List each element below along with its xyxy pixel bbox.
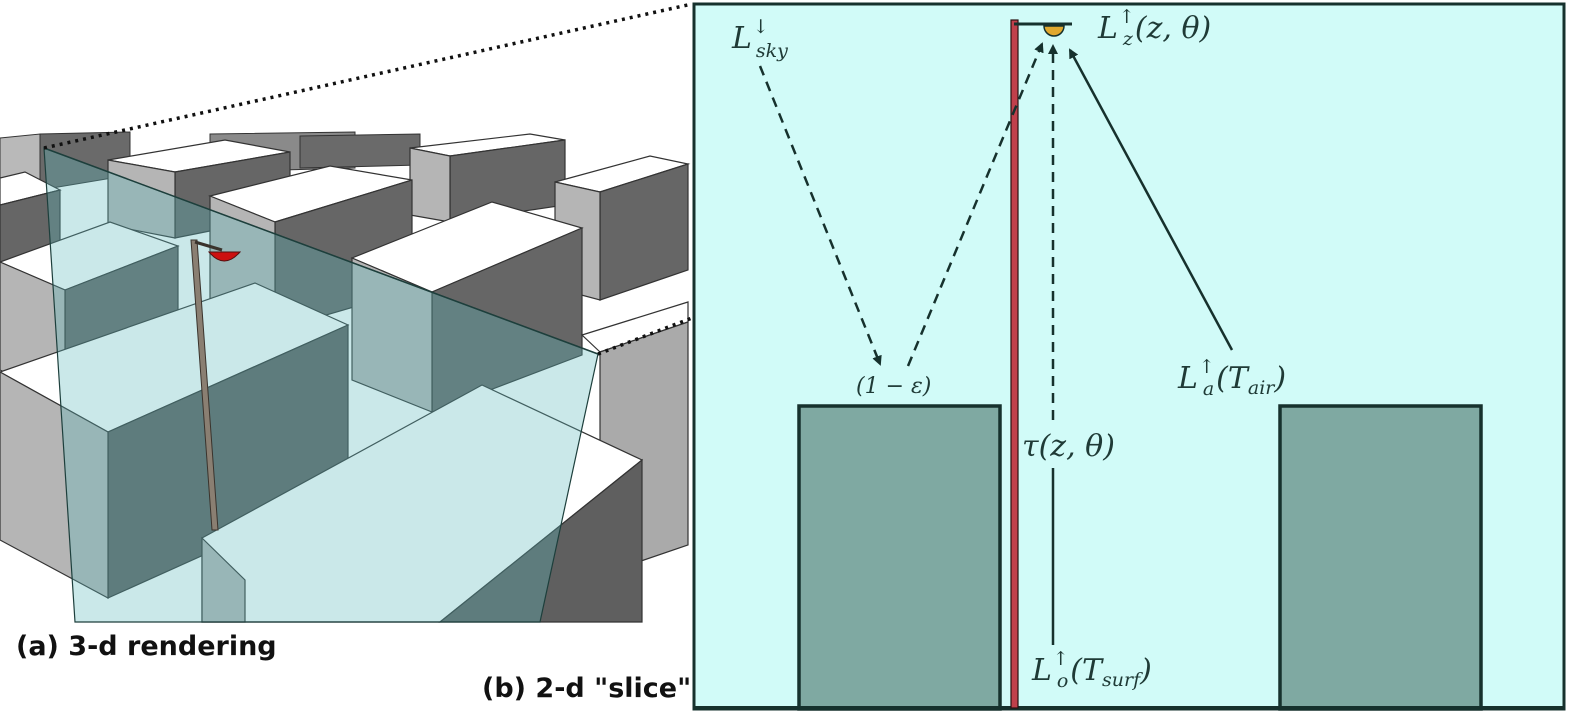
building-right bbox=[1278, 404, 1483, 711]
building-left bbox=[797, 404, 1002, 711]
lamp-radiance-label: L↑ z(z, θ) bbox=[1097, 6, 1211, 50]
reflected-ray-arrow bbox=[906, 42, 1044, 367]
street-lamp-3d bbox=[190, 239, 242, 531]
air-radiance-label: L↑ a(Tair) bbox=[1177, 356, 1286, 400]
panel-b-2d-slice: L↓ sky L↑ z(z, θ) L↑ a(Tair) L↑ o(Tsurf) (1 … bbox=[692, 2, 1566, 711]
panel-a-caption: (a) 3-d rendering bbox=[16, 631, 277, 662]
building-block-10 bbox=[201, 384, 644, 623]
sky-radiance-label: L↓ sky bbox=[731, 16, 788, 62]
sky-downwelling-arrow bbox=[758, 65, 882, 366]
panel-b-caption: (b) 2-d "slice" bbox=[482, 673, 691, 704]
air-emission-arrow bbox=[1068, 48, 1234, 351]
projection-line-bottom bbox=[597, 316, 693, 356]
panel-a-3d-rendering: (a) 3-d rendering bbox=[0, 2, 693, 662]
transmittance-label: τ(z, θ) bbox=[1022, 429, 1115, 464]
building-block-9 bbox=[0, 282, 350, 600]
slice-plane bbox=[43, 147, 599, 623]
projection-line-top bbox=[43, 2, 693, 150]
lamp-head bbox=[1043, 25, 1065, 37]
emissivity-label: (1 − ε) bbox=[856, 374, 931, 399]
building-block-4 bbox=[208, 165, 413, 331]
surface-radiance-label: L↑ o(Tsurf) bbox=[1031, 648, 1152, 692]
lamp-pole bbox=[1010, 19, 1019, 709]
